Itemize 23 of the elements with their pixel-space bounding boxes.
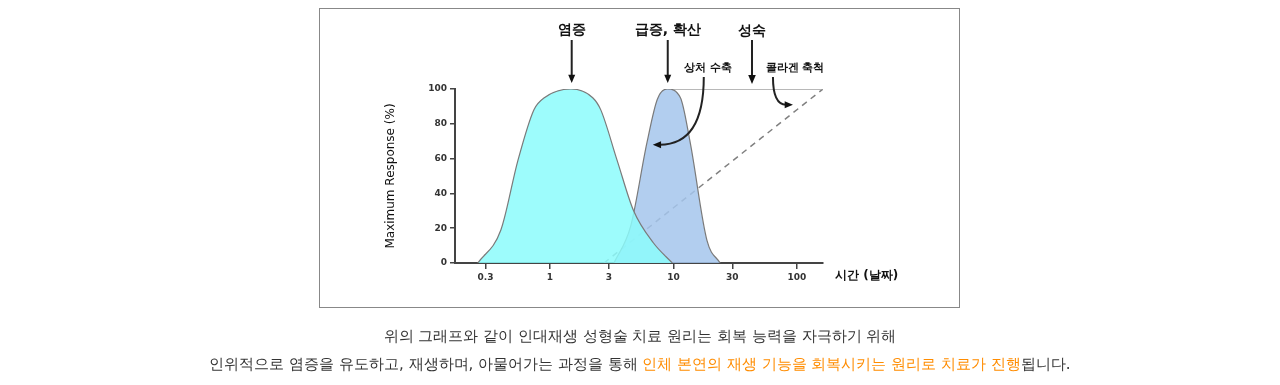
text: 됩니다. [1020, 355, 1071, 373]
x-axis-title: 시간 (날짜) [835, 268, 899, 283]
y-axis-title: Maximum Response (%) [383, 103, 398, 249]
text: 성숙 [738, 21, 766, 39]
y-tick-label: 60 [434, 152, 447, 163]
y-tick-label: 40 [434, 187, 447, 198]
x-tick-label: 30 [726, 271, 739, 282]
annotation: 급증, 확산 [634, 20, 701, 37]
y-tick-label: 80 [434, 118, 447, 129]
x-tick-label: 1 [546, 271, 554, 282]
annotation: 콜라겐 축척 [765, 60, 825, 74]
x-tick-label: 0.3 [477, 271, 494, 282]
x-tick-label: 100 [787, 271, 807, 282]
text: 인체 본연의 재생 기능을 회복시키는 원리로 치료가 진행 [642, 355, 1021, 373]
x-tick-label: 10 [667, 271, 680, 282]
annotation: 상처 수축 [683, 60, 732, 74]
annotation: 염증 [557, 20, 586, 37]
text: 인위적으로 염증을 유도하고, 재생하며, 아물어가는 과정을 통해 [209, 355, 639, 373]
text: 위의 그래프와 같이 인대재생 성형술 치료 원리는 회복 능력을 자극하기 위해 [382, 326, 898, 347]
y-tick-label: 0 [440, 257, 447, 268]
x-tick-label: 3 [605, 271, 612, 282]
y-tick-label: 100 [428, 83, 447, 94]
y-tick-label: 20 [434, 222, 447, 233]
